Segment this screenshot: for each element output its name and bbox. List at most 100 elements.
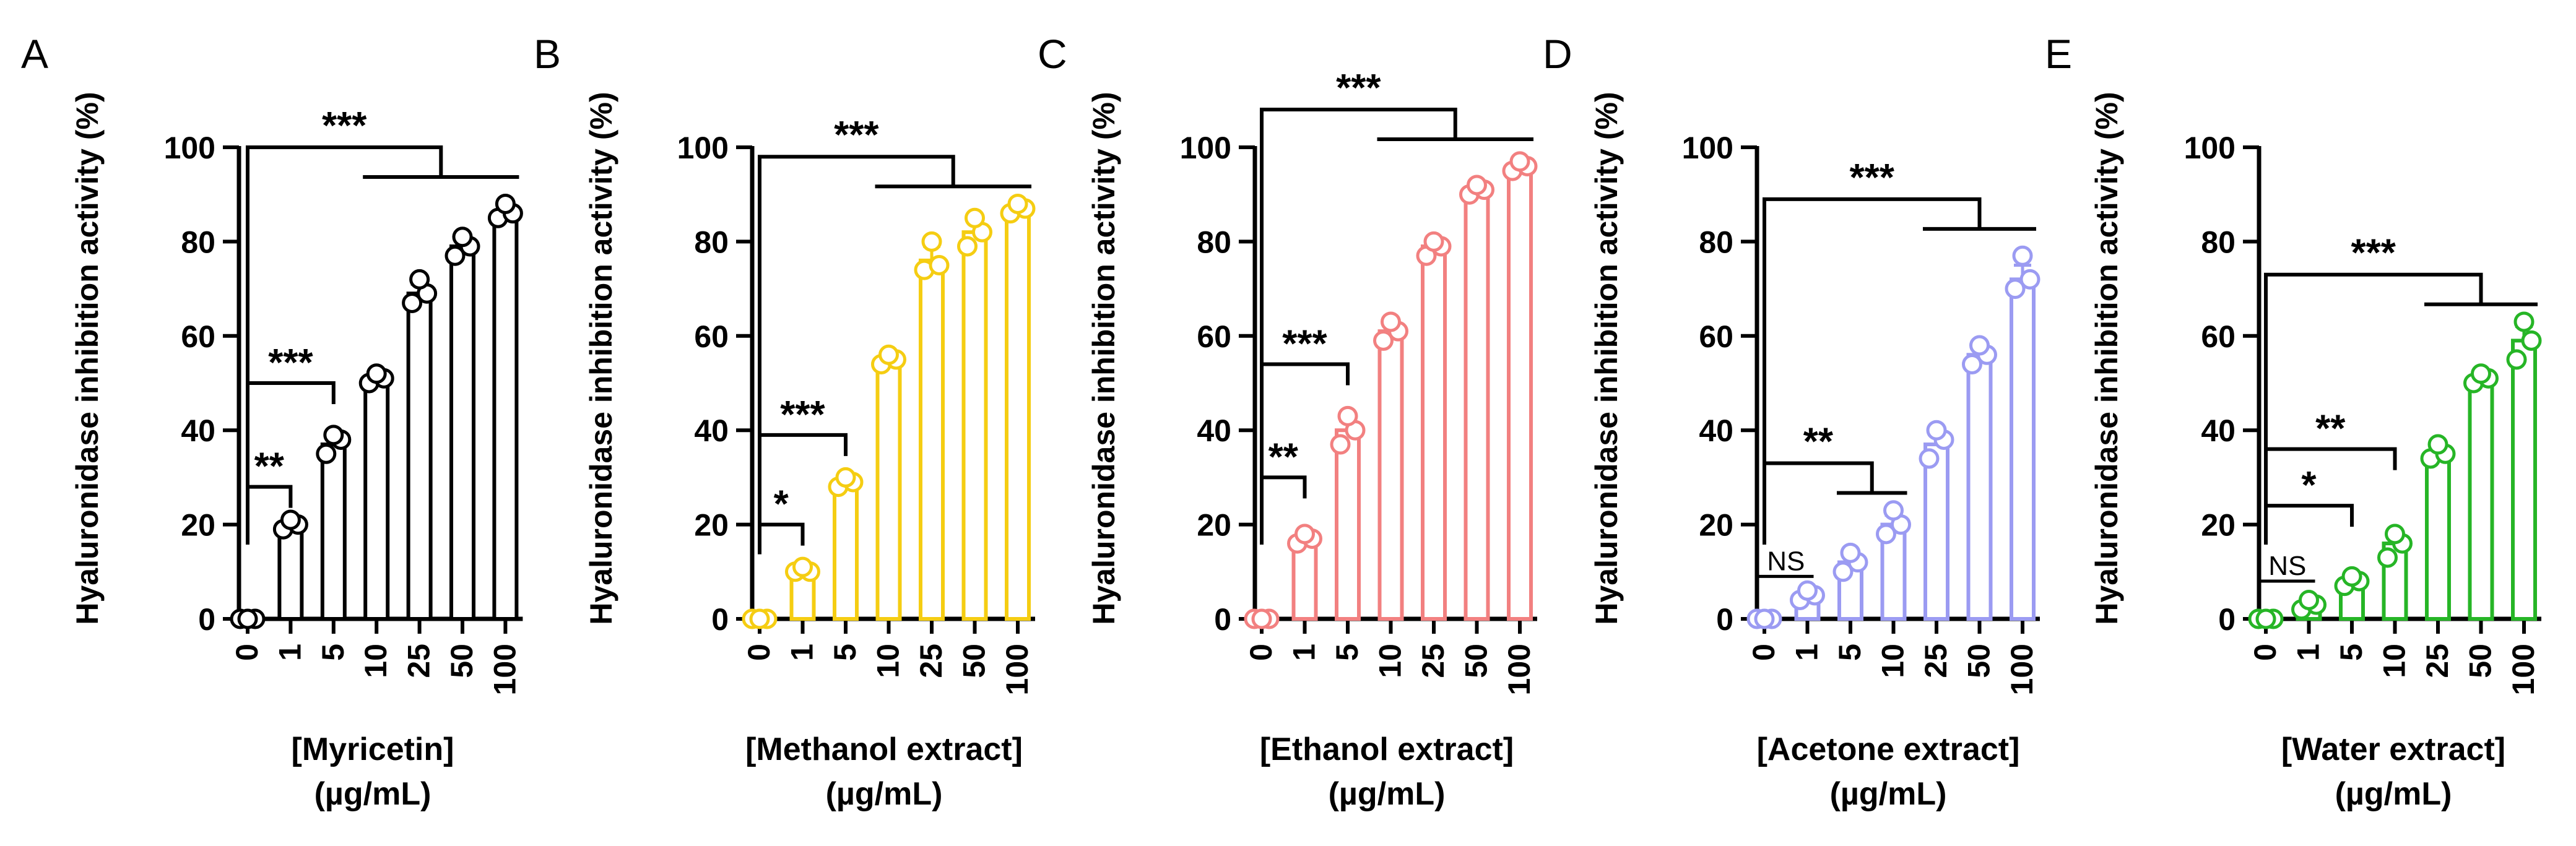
x-tick-label: 100 xyxy=(487,644,522,695)
significance-label: ** xyxy=(1268,436,1299,478)
significance-bracket xyxy=(2264,504,2354,536)
data-point xyxy=(1919,448,1940,469)
x-tick-label: 5 xyxy=(1832,644,1867,661)
data-point xyxy=(2019,269,2040,290)
x-tick-label: 10 xyxy=(358,644,393,678)
data-point xyxy=(2377,547,2398,568)
y-axis-label: Hyaluronidase inhibition activity (%) xyxy=(70,92,105,624)
x-tick-label: 100 xyxy=(2506,644,2541,695)
data-point xyxy=(2012,245,2033,266)
bar xyxy=(449,244,475,621)
data-point xyxy=(1373,330,1394,351)
significance-bracket xyxy=(2264,447,2397,479)
data-point xyxy=(237,608,258,629)
y-tick-label: 20 xyxy=(2201,508,2236,543)
data-point xyxy=(1337,405,1358,426)
significance-label: * xyxy=(2301,464,2317,507)
data-point xyxy=(929,255,950,275)
data-point xyxy=(921,231,942,252)
bar xyxy=(277,522,304,621)
bar xyxy=(492,211,519,621)
x-tick-label: 50 xyxy=(445,644,479,678)
y-tick-label: 60 xyxy=(694,319,729,354)
data-point xyxy=(2471,363,2491,384)
y-tick-label: 60 xyxy=(1197,319,1231,354)
panel-letter: D xyxy=(1543,31,1572,77)
x-tick-label: 100 xyxy=(1000,644,1034,695)
bar xyxy=(833,485,859,621)
bar xyxy=(1923,442,1949,621)
y-tick-label: 40 xyxy=(2201,413,2236,448)
y-tick-label: 80 xyxy=(2201,225,2236,259)
y-tick-label: 20 xyxy=(181,508,215,543)
significance-bracket xyxy=(2264,272,2483,545)
x-tick-label: 50 xyxy=(1459,644,1494,678)
bar xyxy=(1377,329,1404,621)
data-point xyxy=(1467,175,1487,196)
data-point xyxy=(2513,311,2535,332)
y-tick-label: 0 xyxy=(711,602,729,637)
data-point xyxy=(445,245,466,266)
data-point xyxy=(2005,278,2026,300)
x-axis-unit: (µg/mL) xyxy=(314,776,432,812)
bar xyxy=(1421,244,1447,621)
data-point xyxy=(409,269,430,290)
y-tick-label: 80 xyxy=(1197,225,1231,259)
significance-label: ** xyxy=(254,446,285,488)
y-tick-label: 100 xyxy=(164,131,215,165)
panel-letter: C xyxy=(1038,31,1067,77)
significance-bracket xyxy=(1260,362,1350,394)
significance-bracket xyxy=(1763,461,1874,545)
x-axis-label: [Ethanol extract] xyxy=(1260,732,1514,767)
bar xyxy=(1966,353,1993,621)
x-tick-label: 0 xyxy=(2248,644,2283,661)
panel-c: C Hyaluronidase inhibition activity (%) 0 2… xyxy=(1038,31,1538,812)
significance-bracket xyxy=(758,155,955,545)
bar xyxy=(961,230,988,621)
significance-label: ** xyxy=(2315,408,2346,451)
y-tick-label: 0 xyxy=(2218,602,2236,637)
panel-e: E Hyaluronidase inhibition activity (%) 0 2… xyxy=(2045,31,2542,812)
x-tick-label: 1 xyxy=(1790,644,1824,661)
data-point xyxy=(2521,330,2542,351)
y-tick-label: 40 xyxy=(694,413,729,448)
panel-a: A Hyaluronidase inhibition activity (%) 0 2… xyxy=(21,31,523,812)
y-tick-label: 20 xyxy=(1699,508,1733,543)
significance-label: NS xyxy=(2268,551,2306,581)
x-tick-label: 5 xyxy=(1330,644,1364,661)
x-tick-label: 5 xyxy=(2334,644,2369,661)
significance-bracket xyxy=(1763,197,1982,545)
bar xyxy=(320,442,347,621)
significance-bracket xyxy=(1260,475,1307,507)
data-point xyxy=(965,207,985,228)
significance-bracket xyxy=(1260,108,1457,545)
data-point xyxy=(1926,420,1947,441)
data-point xyxy=(749,608,770,629)
x-tick-label: 10 xyxy=(871,644,906,678)
data-point xyxy=(957,236,978,257)
panel-d: D Hyaluronidase inhibition activity (%) 0 2… xyxy=(1543,31,2040,812)
x-axis-unit: (µg/mL) xyxy=(1329,776,1446,812)
x-tick-label: 5 xyxy=(316,644,350,661)
significance-label: *** xyxy=(268,342,313,384)
data-point xyxy=(1969,335,1990,356)
data-point xyxy=(323,425,344,446)
data-point xyxy=(1962,354,1982,375)
data-point xyxy=(366,363,387,384)
data-point xyxy=(1754,608,1775,629)
x-tick-label: 100 xyxy=(1502,644,1537,695)
data-point xyxy=(452,227,473,248)
data-point xyxy=(1007,193,1028,214)
y-tick-label: 100 xyxy=(677,131,729,165)
x-tick-label: 1 xyxy=(2291,644,2326,661)
panel-letter: E xyxy=(2045,31,2072,77)
x-tick-label: 25 xyxy=(1919,644,1953,678)
y-tick-label: 60 xyxy=(2201,319,2236,354)
y-tick-label: 60 xyxy=(181,319,215,354)
data-point xyxy=(1840,542,1861,563)
data-point xyxy=(1797,580,1818,601)
x-axis-unit: (µg/mL) xyxy=(1830,776,1947,812)
bar xyxy=(2425,452,2451,621)
x-tick-label: 50 xyxy=(957,644,992,678)
data-point xyxy=(2385,524,2405,545)
